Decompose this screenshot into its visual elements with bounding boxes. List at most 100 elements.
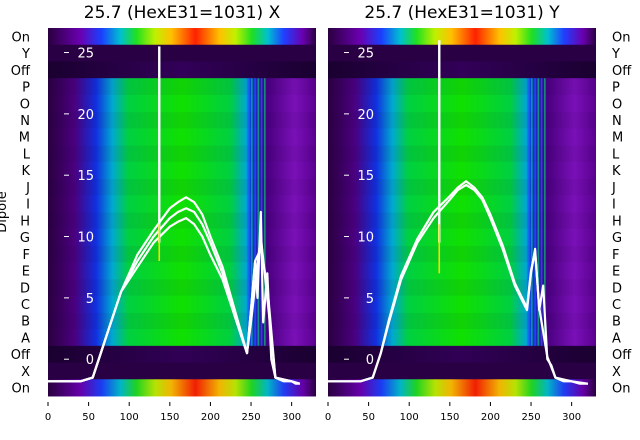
row-label: G: [612, 231, 622, 246]
heatmap-row: [48, 61, 316, 79]
row-label: On: [12, 30, 30, 45]
heatmap-streak: [264, 78, 266, 346]
heatmap-row: [328, 28, 596, 46]
x-tick-label: 150: [160, 412, 179, 423]
row-label: G: [20, 231, 30, 246]
x-tick-label: 100: [120, 412, 139, 423]
heatmap-row: [48, 128, 316, 146]
heatmap-row: [48, 312, 316, 330]
heatmap-streak: [537, 78, 540, 346]
row-label: Y: [611, 47, 620, 62]
row-label: C: [612, 298, 621, 313]
row-label: Off: [612, 348, 632, 363]
row-label: X: [612, 365, 621, 380]
x-tick-label: 300: [282, 412, 301, 423]
row-label: O: [612, 97, 622, 112]
row-label: F: [23, 248, 30, 263]
row-label: E: [22, 265, 30, 280]
row-label: Off: [11, 64, 31, 79]
row-label: Y: [21, 47, 30, 62]
row-label: I: [26, 198, 30, 213]
heatmap-streak: [527, 78, 530, 346]
heatmap-row: [48, 145, 316, 163]
row-label: L: [612, 147, 620, 162]
x-tick-label: 300: [562, 412, 581, 423]
row-label: M: [19, 131, 30, 146]
x-tick-label: 0: [325, 412, 331, 423]
heatmap-row: [48, 44, 316, 62]
x-tick-label: 150: [440, 412, 459, 423]
x-tick-label: 0: [45, 412, 51, 423]
heatmap-row: [328, 145, 596, 163]
heatmap-streak: [540, 78, 543, 346]
heatmap-streak: [251, 78, 253, 346]
heatmap-row: [48, 28, 316, 46]
row-label: L: [23, 147, 31, 162]
y-tick-label: 20: [357, 108, 374, 123]
y-tick-label: 5: [366, 292, 374, 307]
heatmap-streak: [534, 78, 536, 346]
row-label: Off: [612, 64, 632, 79]
heatmap-row: [328, 44, 596, 62]
y-tick-label: 25: [357, 47, 374, 62]
heatmap-row: [48, 245, 316, 263]
row-label: On: [12, 382, 30, 397]
heatmap-row: [328, 362, 596, 380]
row-label: N: [612, 114, 622, 129]
x-tick-label: 50: [362, 412, 375, 423]
x-tick-label: 250: [241, 412, 260, 423]
chart-title: 25.7 (HexE31=1031) X: [84, 3, 281, 23]
x-tick-label: 100: [400, 412, 419, 423]
heatmap: [328, 28, 596, 397]
y-tick-label: 10: [357, 231, 374, 246]
heatmap-streak: [254, 78, 256, 346]
row-label: D: [612, 281, 622, 296]
row-label: P: [612, 81, 620, 96]
row-label: K: [612, 164, 621, 179]
heatmap-row: [48, 345, 316, 364]
y-tick-label: 0: [86, 353, 94, 368]
series-line-3: [48, 196, 301, 385]
row-label: A: [612, 331, 621, 346]
x-tick-label: 50: [82, 412, 95, 423]
row-label: B: [612, 315, 621, 330]
y-tick-label: 5: [86, 292, 94, 307]
heatmap-row: [328, 245, 596, 263]
row-label: F: [612, 248, 619, 263]
heatmap-row: [328, 78, 596, 96]
row-label: On: [612, 30, 630, 45]
heatmap-row: [328, 379, 596, 397]
row-label: I: [612, 198, 616, 213]
row-label: J: [611, 181, 616, 196]
heatmap-streak: [531, 78, 533, 346]
row-label: Off: [11, 348, 31, 363]
heatmap-row: [328, 212, 596, 230]
y-tick-label: 15: [357, 169, 374, 184]
heatmap-row: [328, 345, 596, 364]
heatmap-row: [48, 262, 316, 280]
row-label: E: [612, 265, 620, 280]
heatmap-row: [328, 61, 596, 79]
row-label: C: [21, 298, 30, 313]
heatmap-row: [48, 362, 316, 380]
x-tick-label: 200: [481, 412, 500, 423]
row-label: J: [25, 181, 30, 196]
y-tick-label: 15: [77, 169, 94, 184]
row-label: D: [20, 281, 30, 296]
y-tick-label: 10: [77, 231, 94, 246]
row-label: B: [21, 315, 30, 330]
y-axis-label: Dipole: [0, 191, 10, 232]
heatmap-row: [328, 128, 596, 146]
row-label: H: [612, 214, 622, 229]
x-tick-label: 200: [201, 412, 220, 423]
chart-title: 25.7 (HexE31=1031) Y: [364, 3, 560, 23]
series-line-2: [328, 180, 589, 385]
heatmap-streak: [257, 78, 260, 346]
row-label: O: [20, 97, 30, 112]
heatmap-row: [328, 262, 596, 280]
heatmap-streak: [247, 78, 250, 346]
heatmap-row: [328, 312, 596, 330]
